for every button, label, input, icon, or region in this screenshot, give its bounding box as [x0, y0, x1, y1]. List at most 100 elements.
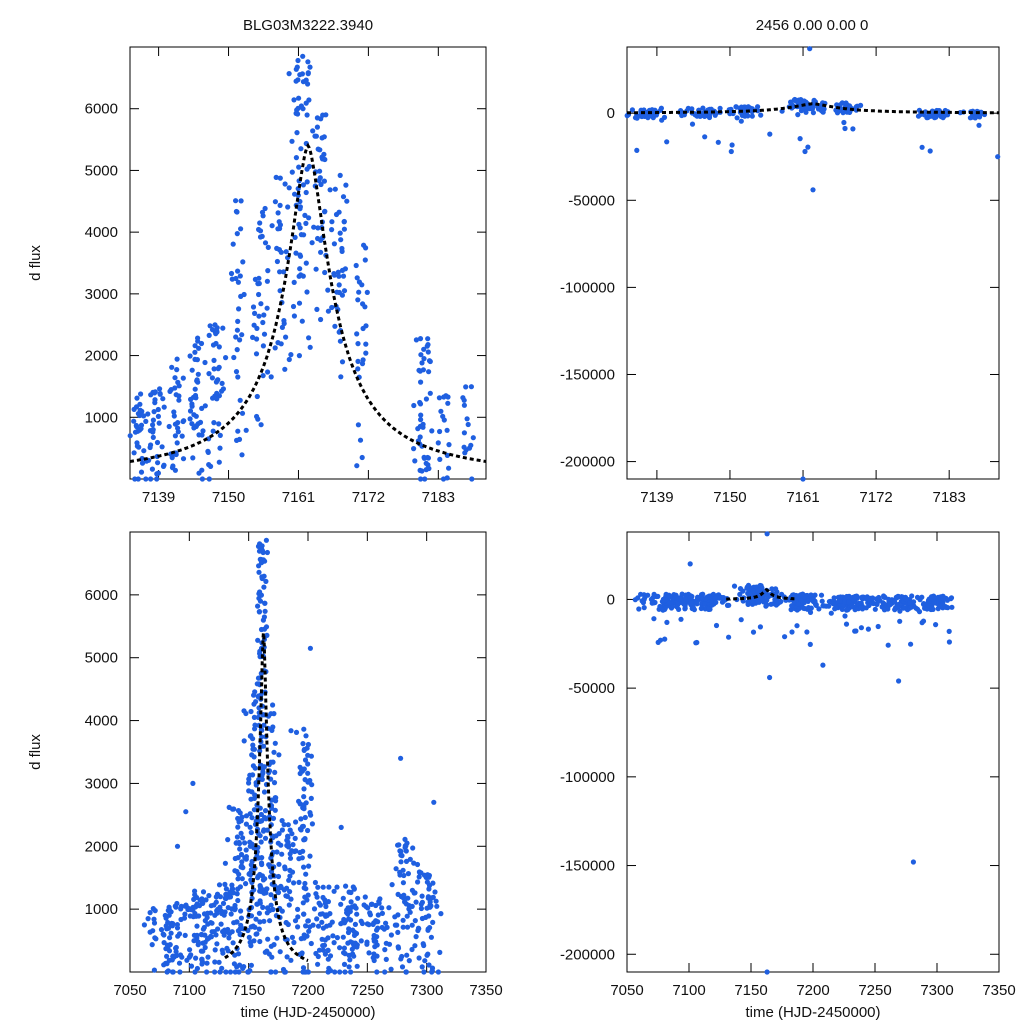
data-point	[232, 906, 238, 912]
data-point	[189, 401, 195, 407]
data-point	[216, 344, 222, 350]
data-point	[419, 899, 425, 906]
data-point	[249, 789, 255, 795]
data-point	[296, 879, 302, 886]
data-point	[747, 591, 753, 597]
data-point	[243, 821, 249, 827]
data-point	[409, 946, 415, 953]
data-point	[253, 351, 260, 357]
data-point	[320, 943, 326, 949]
data-point	[297, 826, 303, 832]
data-point	[910, 859, 917, 865]
data-point	[263, 537, 269, 543]
data-point	[779, 108, 785, 114]
data-point	[758, 112, 764, 118]
y-tick-label: 4000	[85, 713, 118, 730]
data-point	[820, 662, 826, 668]
x-tick-label: 7100	[173, 982, 206, 999]
data-point	[247, 824, 253, 830]
data-point	[810, 187, 816, 193]
data-point	[945, 605, 951, 611]
data-point	[946, 639, 953, 645]
data-point	[690, 605, 697, 611]
data-point	[235, 374, 241, 380]
data-points	[141, 537, 444, 975]
data-point	[900, 605, 907, 611]
data-point	[323, 912, 329, 918]
data-point	[755, 588, 761, 594]
data-point	[429, 895, 435, 901]
data-point	[199, 405, 205, 411]
data-point	[737, 586, 744, 592]
data-point	[132, 429, 139, 435]
data-point	[802, 148, 808, 155]
data-point	[842, 125, 848, 132]
data-point	[336, 282, 342, 288]
x-tick-label: 7139	[640, 489, 673, 506]
data-point	[801, 594, 808, 600]
y-tick-label: 4000	[85, 224, 118, 241]
data-point	[302, 212, 308, 218]
data-point	[415, 925, 422, 931]
data-point	[131, 450, 137, 456]
data-point	[273, 795, 279, 801]
data-point	[229, 886, 235, 892]
data-points	[127, 53, 476, 482]
data-point	[374, 969, 380, 975]
data-point	[353, 262, 359, 269]
data-point	[360, 325, 366, 332]
data-point	[411, 446, 417, 452]
data-point	[778, 598, 784, 605]
data-point	[419, 893, 425, 899]
data-point	[255, 281, 261, 287]
data-point	[846, 599, 852, 605]
data-point	[700, 105, 706, 111]
data-point	[289, 138, 295, 144]
data-point	[397, 872, 403, 878]
data-point	[427, 899, 433, 905]
data-point	[259, 855, 265, 861]
data-point	[706, 606, 712, 613]
data-point	[768, 601, 774, 607]
data-point	[805, 605, 812, 611]
data-point	[658, 105, 665, 111]
y-tick-label: 2000	[85, 838, 118, 855]
data-point	[233, 840, 240, 846]
data-point	[256, 275, 262, 281]
data-point	[194, 932, 200, 938]
data-point	[179, 954, 185, 960]
data-point	[304, 112, 310, 118]
data-point	[204, 969, 210, 975]
data-point	[272, 199, 278, 205]
data-point	[638, 591, 644, 597]
data-point	[344, 198, 350, 204]
data-point	[320, 894, 326, 901]
data-point	[944, 597, 951, 603]
data-point	[341, 945, 347, 951]
data-point	[303, 871, 309, 877]
data-point	[302, 757, 309, 763]
data-point	[205, 449, 211, 455]
data-point	[223, 355, 229, 361]
data-point	[262, 608, 268, 614]
data-point	[249, 752, 255, 758]
data-point	[673, 595, 679, 601]
data-point	[441, 417, 447, 423]
data-point	[346, 952, 352, 959]
data-point	[738, 617, 744, 623]
data-point	[230, 940, 236, 946]
data-point	[151, 967, 157, 973]
data-point	[354, 911, 360, 917]
data-point	[398, 848, 404, 854]
data-point	[341, 288, 348, 294]
y-axis-label: d flux	[27, 734, 44, 770]
data-point	[707, 594, 713, 600]
data-point	[322, 900, 328, 907]
data-point	[262, 949, 268, 955]
x-tick-label: 7300	[410, 982, 443, 999]
x-tick-label: 7200	[796, 982, 829, 999]
x-tick-label: 7172	[352, 489, 385, 506]
data-point	[341, 226, 347, 232]
data-point	[634, 113, 640, 119]
data-point	[677, 596, 684, 602]
